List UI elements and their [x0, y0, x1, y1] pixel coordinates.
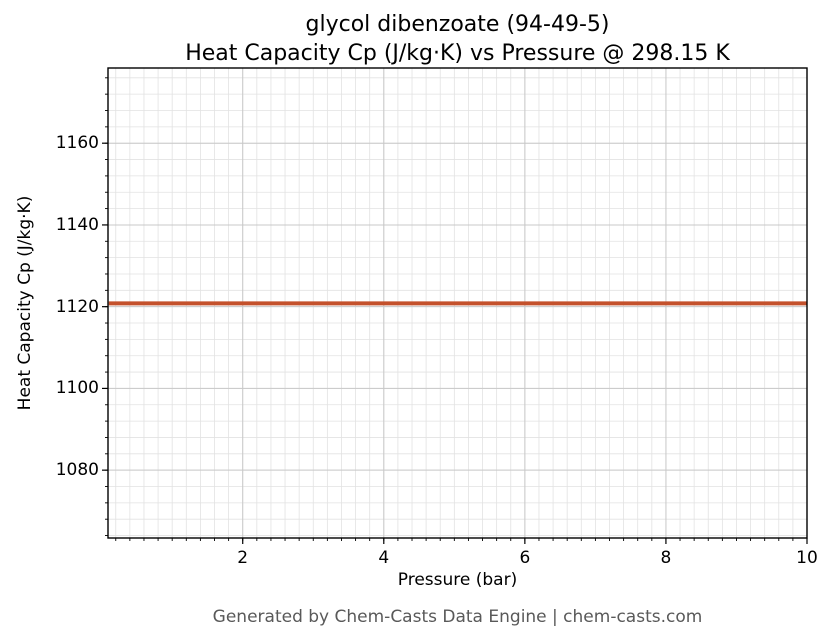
y-axis-label: Heat Capacity Cp (J/kg·K): [15, 195, 35, 411]
x-tick-label: 2: [237, 548, 249, 568]
y-tick-label: 1160: [55, 133, 99, 154]
x-tick-label: 6: [519, 548, 531, 568]
x-tick-label: 10: [796, 548, 818, 568]
x-tick-label: 4: [378, 548, 390, 568]
y-tick-label: 1080: [55, 460, 99, 481]
chart-title-line2: Heat Capacity Cp (J/kg·K) vs Pressure @ …: [185, 41, 730, 66]
x-tick-label: 8: [660, 548, 672, 568]
y-tick-label: 1140: [55, 214, 99, 235]
chart-title: glycol dibenzoate (94-49-5) Heat Capacit…: [108, 10, 807, 68]
y-tick-label: 1100: [55, 378, 99, 399]
footer-caption: Generated by Chem-Casts Data Engine | ch…: [212, 607, 703, 627]
chart-title-line1: glycol dibenzoate (94-49-5): [305, 12, 610, 37]
y-tick-label: 1120: [55, 296, 99, 317]
plot-border: [107, 67, 808, 539]
x-axis-label: Pressure (bar): [397, 570, 518, 590]
